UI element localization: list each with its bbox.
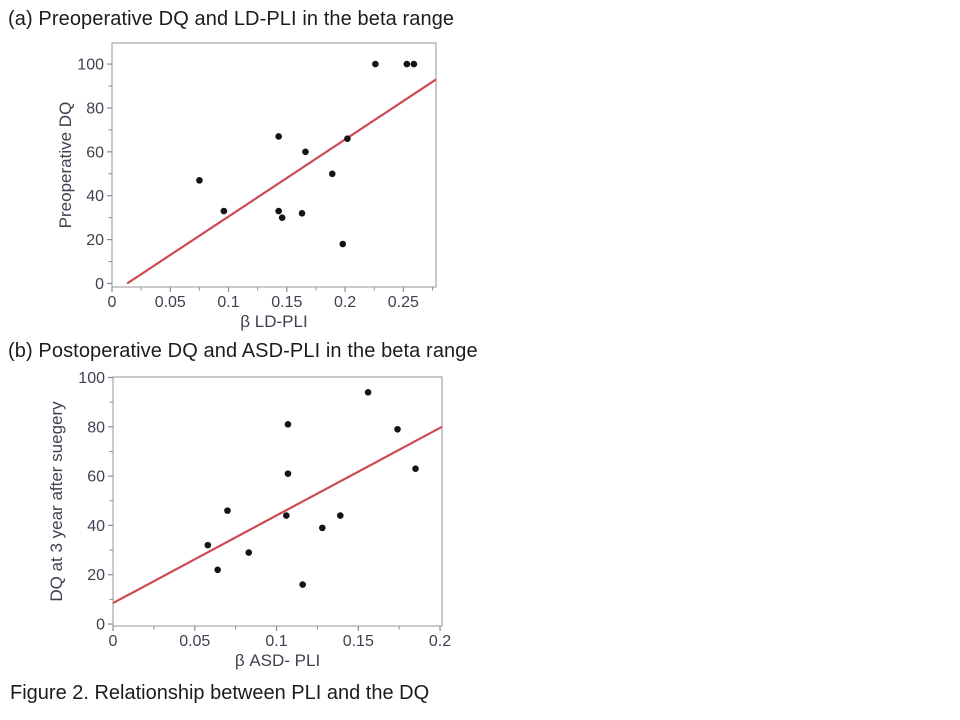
chart-a-title: (a) Preoperative DQ and LD-PLI in the be…: [8, 8, 455, 30]
y-tick-label: 80: [86, 100, 104, 117]
data-point: [283, 512, 290, 519]
trend-line: [112, 425, 443, 605]
data-point: [224, 507, 231, 514]
chart-b-plot: 0 0.05 0.1 0.15 0.2 0 20 40 60 80 100 β ASD- PLI DQ …: [47, 370, 451, 670]
data-point: [372, 60, 379, 68]
y-tick-label: 40: [86, 188, 104, 205]
x-tick-label: 0.15: [271, 294, 302, 311]
y-tick-label: 80: [87, 419, 105, 436]
figure-caption: Figure 2. Relationship between PLI and t…: [10, 682, 430, 704]
y-tick-label: 20: [86, 232, 104, 249]
x-tick-label: 0.25: [388, 294, 419, 311]
y-tick-label: 60: [87, 469, 105, 486]
y-axis-title: DQ at 3 year after suegery: [47, 401, 66, 602]
data-point: [336, 512, 344, 519]
chart-b-title: (b) Postoperative DQ and ASD-PLI in the …: [8, 340, 478, 362]
plot-frame: [112, 376, 443, 627]
data-point: [275, 207, 282, 215]
data-point: [403, 60, 411, 68]
x-tick-label: 0.2: [334, 294, 356, 311]
x-tick-label: 0: [109, 633, 118, 650]
y-tick-label: 0: [96, 617, 105, 634]
x-axis-title: β LD-PLI: [240, 312, 307, 331]
data-point: [196, 177, 203, 184]
data-point: [394, 425, 401, 433]
data-point: [245, 549, 253, 556]
data-point: [299, 581, 306, 588]
data-point: [344, 135, 351, 142]
x-tick-label: 0.1: [265, 633, 287, 650]
data-point: [278, 214, 286, 221]
x-tick-label: 0.2: [429, 633, 451, 650]
data-point: [220, 207, 228, 215]
y-tick-label: 60: [86, 144, 104, 161]
x-tick-label: 0.1: [217, 294, 239, 311]
x-axis-title: β ASD- PLI: [235, 651, 320, 670]
x-tick-label: 0: [108, 294, 117, 311]
plot-frame: [111, 42, 437, 288]
x-tick-label: 0.05: [179, 633, 210, 650]
data-point: [284, 470, 292, 477]
x-tick-label: 0.05: [155, 294, 186, 311]
data-point: [364, 388, 372, 396]
data-point: [275, 133, 282, 140]
data-point: [298, 209, 306, 217]
data-point: [412, 465, 419, 473]
data-point: [328, 170, 336, 178]
data-point: [410, 60, 418, 68]
y-tick-label: 20: [87, 567, 105, 584]
data-point: [339, 240, 347, 248]
y-tick-label: 40: [87, 518, 105, 535]
y-tick-label: 100: [78, 370, 105, 387]
y-tick-label: 100: [77, 57, 104, 74]
data-point: [319, 524, 326, 532]
trend-line: [126, 78, 437, 285]
y-tick-label: 0: [95, 276, 104, 293]
y-axis-title: Preoperative DQ: [56, 102, 75, 229]
chart-a-plot: 0 0.05 0.1 0.15 0.2 0.25 0 20 40 60 80 100 β LD-PLI P…: [56, 42, 437, 331]
data-point: [214, 566, 221, 574]
x-tick-label: 0.15: [343, 633, 374, 650]
data-point: [302, 148, 309, 156]
data-point: [204, 541, 212, 549]
data-point: [284, 421, 292, 428]
